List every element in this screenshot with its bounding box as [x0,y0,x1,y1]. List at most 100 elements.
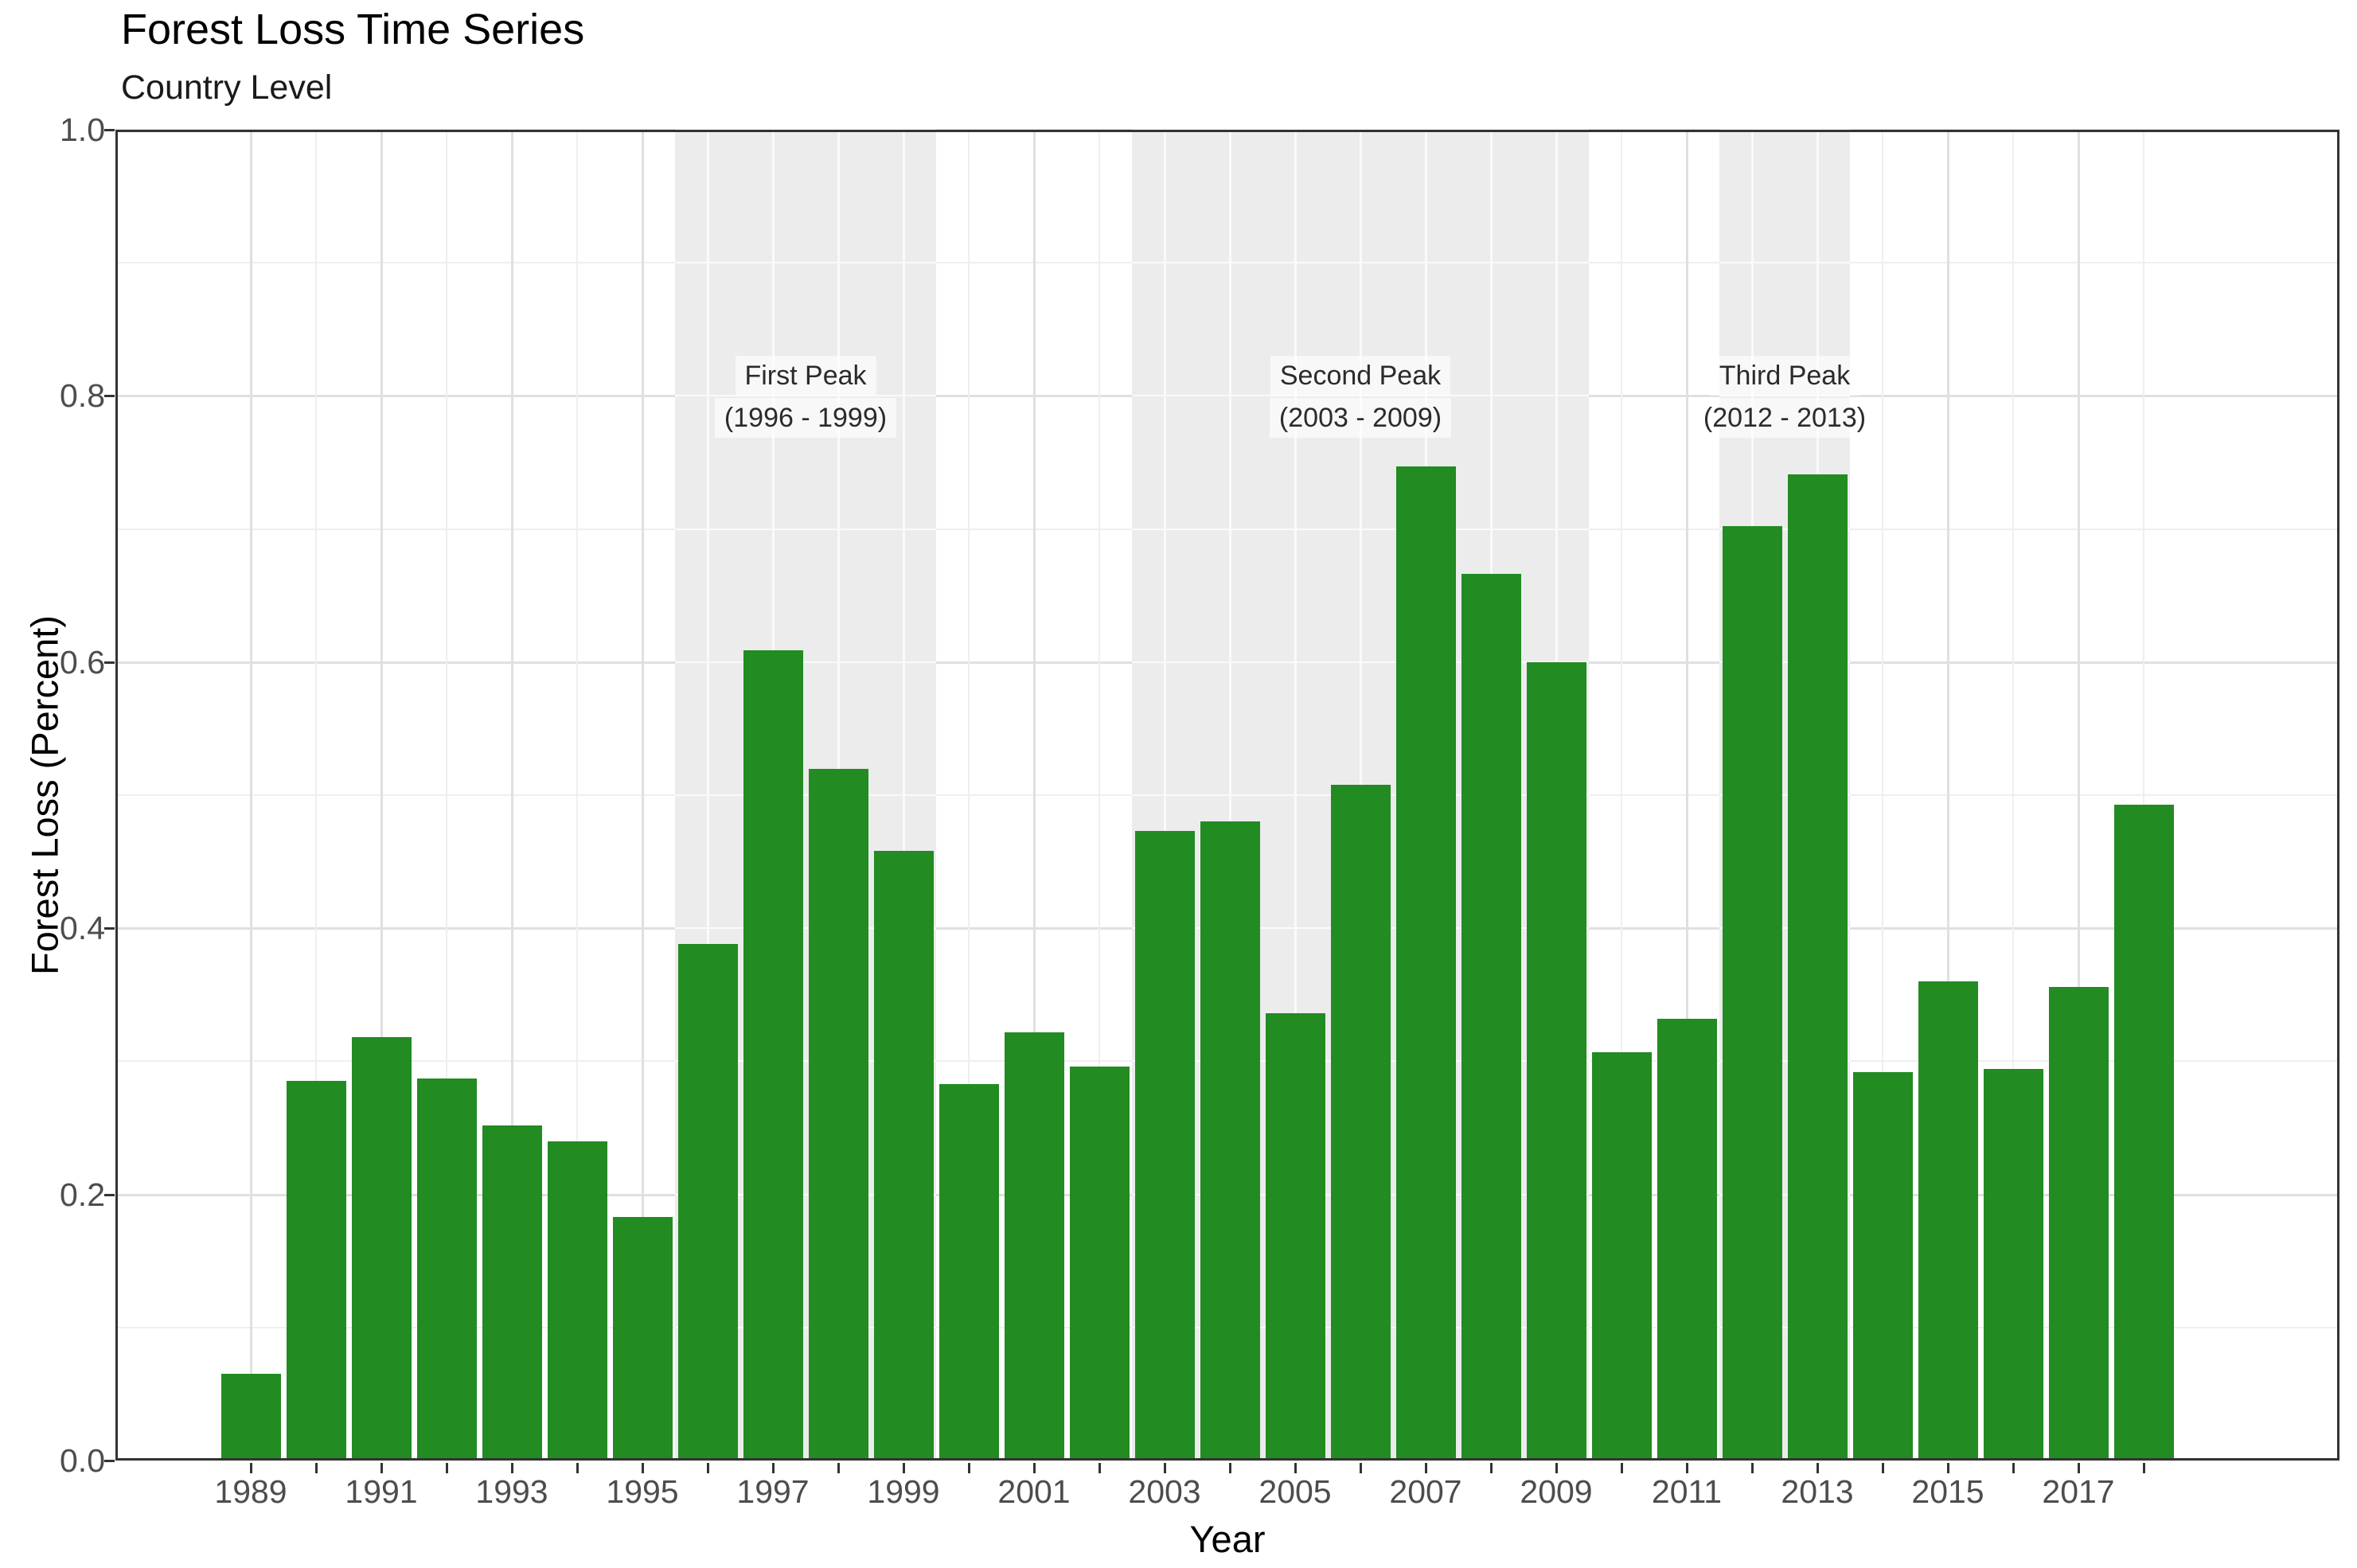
x-tick-1995 [642,1463,644,1473]
annotation-text: First Peak [735,356,876,396]
band-h-gridline [675,1193,936,1196]
x-tick-label-2001: 2001 [997,1473,1071,1510]
band-v-gridline-1999 [903,130,905,1461]
bar-2003 [1134,831,1195,1461]
bar-2008 [1461,574,1521,1461]
x-tick-2014 [1882,1463,1884,1473]
x-tick-label-2003: 2003 [1128,1473,1201,1510]
x-tick-2007 [1425,1463,1427,1473]
x-tick-label-2009: 2009 [1520,1473,1593,1510]
annotation-line: Second Peak [1270,356,1451,396]
major-v-gridline-2011 [1686,130,1688,1461]
minor-v-gridline-1990 [315,130,317,1461]
annotation-line: First Peak [715,356,896,396]
annotation-label-3: Third Peak (2012 - 2013) [1693,356,1876,440]
plot-area: First Peak (1996 - 1999) Second Peak (2003 … [115,129,2339,1461]
x-tick-2004 [1229,1463,1231,1473]
bar-1991 [351,1037,412,1461]
x-tick-1998 [837,1463,840,1473]
annotation-label-1: First Peak (1996 - 1999) [714,356,897,440]
bar-1992 [416,1078,477,1461]
major-v-gridline-1989 [250,130,252,1461]
x-tick-label-2007: 2007 [1389,1473,1462,1510]
band-h-gridline [1719,1326,1850,1328]
x-tick-2002 [1099,1463,1101,1473]
bar-1994 [547,1141,607,1461]
y-tick-0.8 [104,395,115,398]
bar-2004 [1200,821,1260,1461]
x-tick-2008 [1490,1463,1493,1473]
x-tick-1989 [250,1463,252,1473]
bar-1998 [808,768,868,1461]
band-h-gridline [675,262,936,264]
minor-v-gridline-2016 [2012,130,2014,1461]
bar-2001 [1004,1032,1064,1461]
bar-2002 [1069,1067,1130,1461]
minor-v-gridline-2002 [1099,130,1100,1461]
x-tick-1993 [511,1463,513,1473]
chart-title: Forest Loss Time Series [121,6,585,53]
bar-1989 [220,1374,281,1461]
band-h-gridline [1719,927,1850,930]
annotation-line: (2003 - 2009) [1269,398,1452,438]
minor-v-gridline-2018 [2143,130,2144,1461]
bar-2009 [1526,661,1586,1461]
chart-subtitle: Country Level [121,68,333,107]
major-v-gridline-1991 [380,130,383,1461]
annotation-text: (2003 - 2009) [1269,398,1452,438]
band-h-gridline [1719,794,1850,796]
x-tick-label-1989: 1989 [214,1473,287,1510]
y-tick-label-1.0: 1.0 [60,111,105,148]
x-tick-1997 [772,1463,775,1473]
x-tick-label-2011: 2011 [1651,1473,1723,1510]
x-tick-2010 [1621,1463,1623,1473]
x-tick-label-2013: 2013 [1781,1473,1854,1510]
bar-2000 [939,1083,999,1461]
bar-2011 [1657,1018,1717,1461]
bar-2016 [1983,1069,2043,1461]
bar-2018 [2113,804,2174,1461]
x-tick-2005 [1294,1463,1297,1473]
bar-2006 [1330,784,1391,1461]
annotation-text: (1996 - 1999) [714,398,897,438]
band-v-gridline-1996 [707,130,709,1461]
annotation-line: (2012 - 2013) [1693,398,1876,438]
band-h-gridline [1719,395,1850,397]
bar-1997 [743,649,803,1461]
y-tick-0.4 [104,927,115,930]
bar-2014 [1852,1071,1913,1461]
minor-v-gridline-1994 [576,130,578,1461]
bar-1999 [873,851,934,1461]
x-tick-label-2015: 2015 [1911,1473,1984,1510]
x-tick-2015 [1947,1463,1949,1473]
x-tick-2011 [1686,1463,1688,1473]
band-h-gridline [675,794,936,796]
band-h-gridline [675,129,936,131]
y-tick-0.2 [104,1193,115,1196]
band-h-gridline [675,927,936,930]
bar-1990 [286,1081,346,1461]
annotation-text: Third Peak [1709,356,1860,396]
bar-1996 [677,944,738,1461]
x-tick-label-1995: 1995 [606,1473,679,1510]
x-tick-2012 [1751,1463,1754,1473]
x-tick-2009 [1555,1463,1558,1473]
x-tick-2001 [1033,1463,1036,1473]
major-v-gridline-1993 [511,130,513,1461]
x-tick-label-2017: 2017 [2042,1473,2115,1510]
minor-v-gridline-2000 [968,130,970,1461]
band-h-gridline [1719,1060,1850,1063]
x-tick-2018 [2143,1463,2145,1473]
major-v-gridline-1995 [642,130,644,1461]
annotation-line: (1996 - 1999) [714,398,897,438]
x-tick-1992 [446,1463,448,1473]
bar-2017 [2048,986,2109,1461]
band-h-gridline [675,395,936,397]
annotation-line: Third Peak [1694,356,1875,396]
bar-1993 [482,1125,542,1461]
minor-v-gridline-2014 [1882,130,1883,1461]
bar-2007 [1395,466,1456,1461]
x-tick-2000 [968,1463,970,1473]
band-v-gridline-2005 [1294,130,1297,1461]
x-axis-title: Year [1189,1518,1266,1560]
